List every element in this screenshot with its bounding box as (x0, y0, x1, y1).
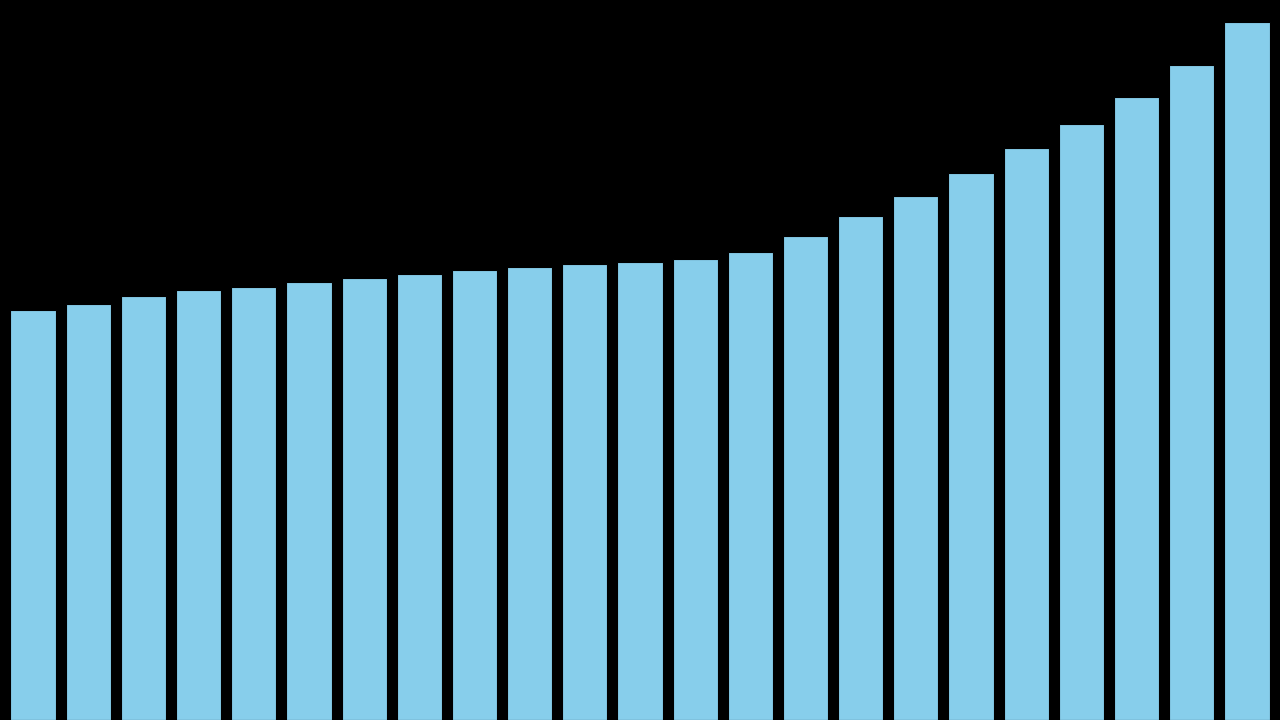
Bar (562, 264, 608, 720)
Bar (65, 304, 111, 720)
Bar (452, 270, 497, 720)
Bar (672, 258, 718, 720)
Bar (783, 236, 828, 720)
Bar (617, 262, 663, 720)
Bar (10, 310, 56, 720)
Bar (507, 266, 552, 720)
Bar (1224, 22, 1270, 720)
Bar (287, 282, 332, 720)
Bar (397, 274, 442, 720)
Bar (838, 216, 883, 720)
Bar (948, 174, 993, 720)
Bar (1114, 96, 1160, 720)
Bar (175, 290, 221, 720)
Bar (1004, 148, 1048, 720)
Bar (1059, 124, 1103, 720)
Bar (120, 296, 166, 720)
Bar (1169, 66, 1215, 720)
Bar (728, 252, 773, 720)
Bar (893, 196, 938, 720)
Bar (342, 278, 387, 720)
Bar (232, 287, 276, 720)
